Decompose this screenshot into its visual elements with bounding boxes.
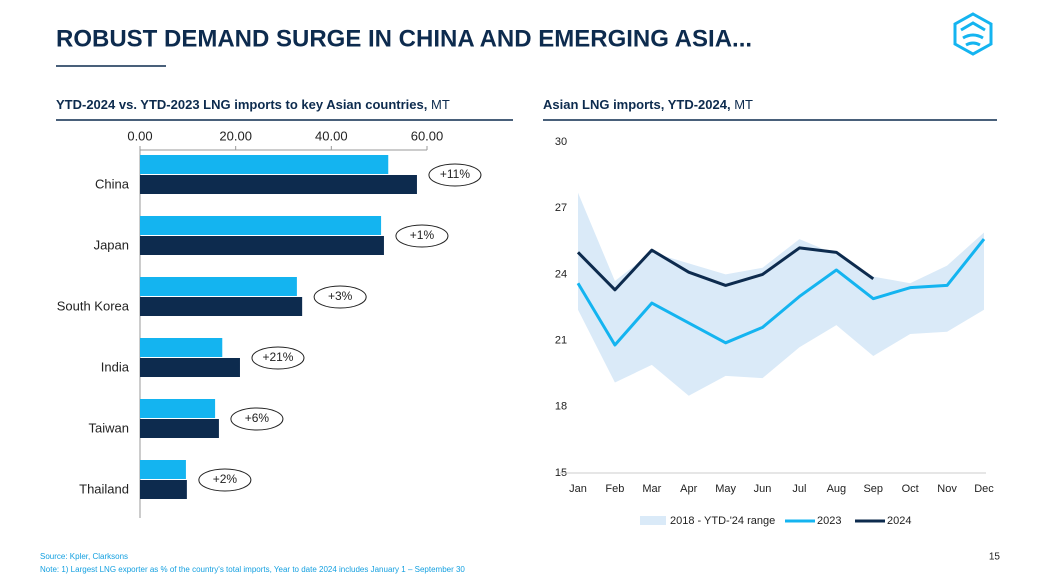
x-tick-label: 20.00 [219,128,252,143]
annotation: +21% [262,350,293,364]
y-tick-label: 24 [555,268,567,280]
x-tick-label: Jun [754,483,772,495]
y-tick-label: 18 [555,401,567,413]
bar [140,460,186,479]
title-text: YTD-2024 vs. YTD-2023 LNG imports to key… [56,97,427,112]
annotation-bubble [428,163,482,187]
legend-label: 2018 - YTD-'24 range [670,515,775,527]
x-tick-label: Oct [902,483,919,495]
y-tick-label: China [95,176,130,191]
x-tick-label: 40.00 [315,128,348,143]
y-tick-label: 21 [555,335,567,347]
bar [140,480,187,499]
x-tick-label: Jul [792,483,806,495]
bar [140,338,223,357]
annotation-bubble [230,407,284,431]
page-number: 15 [989,552,1001,563]
y-tick-label: 27 [555,202,567,214]
right-chart-title: Asian LNG imports, YTD-2024, MT [543,97,753,112]
x-tick-label: Dec [974,483,994,495]
annotation-bubble [198,468,252,492]
x-tick-label: Sep [863,483,883,495]
y-tick-label: South Korea [57,298,130,313]
bar [140,399,216,418]
y-tick-label: Thailand [79,481,129,496]
y-tick-label: 30 [555,136,567,148]
annotation-bubble [313,285,367,309]
slide-title: ROBUST DEMAND SURGE IN CHINA AND EMERGIN… [56,25,752,52]
legend-label: 2023 [817,515,841,527]
logo [953,12,993,56]
x-tick-label: Apr [680,483,697,495]
x-tick-label: Mar [642,483,661,495]
legend-swatch [640,516,666,525]
bar [140,216,382,235]
bar [140,155,389,174]
legend-label: 2024 [887,515,911,527]
line [576,238,986,347]
x-tick-label: May [715,483,736,495]
bar [140,277,297,296]
unit-text: MT [734,97,753,112]
bar [140,236,384,255]
bar [140,175,417,194]
annotation-bubble [395,224,449,248]
annotation: +11% [440,167,470,181]
y-tick-label: Japan [94,237,129,252]
annotation: +2% [213,472,238,486]
unit-text: MT [431,97,450,112]
y-tick-label: Taiwan [89,420,129,435]
note: Note: 1) Largest LNG exporter as % of th… [40,565,465,574]
annotation-bubble [251,346,305,370]
x-tick-label: Nov [937,483,957,495]
annotation: +1% [410,228,435,242]
y-tick-label: India [101,359,130,374]
x-tick-label: Aug [827,483,847,495]
bar [140,419,219,438]
left-chart-title: YTD-2024 vs. YTD-2023 LNG imports to key… [56,97,450,112]
annotation: +6% [245,411,270,425]
range-band [578,192,984,396]
bar [140,358,240,377]
x-tick-label: 60.00 [411,128,444,143]
bar [140,297,303,316]
x-tick-label: 0.00 [127,128,152,143]
line [576,246,875,292]
x-tick-label: Feb [605,483,624,495]
x-tick-label: Jan [569,483,587,495]
annotation: +3% [328,289,353,303]
source: Source: Kpler, Clarksons [40,552,128,561]
title-text: Asian LNG imports, YTD-2024, [543,97,731,112]
